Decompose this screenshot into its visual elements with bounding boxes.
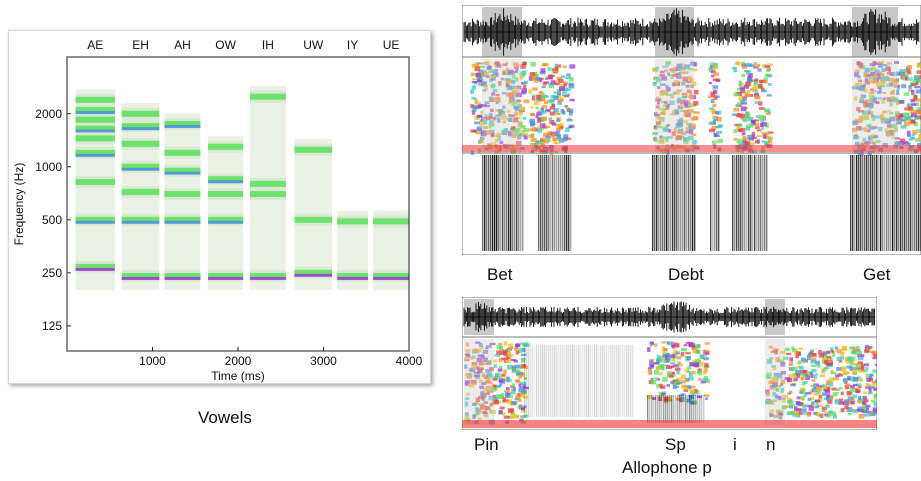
vowel-segment-iy: [337, 210, 368, 290]
formant-band: [164, 216, 201, 223]
formant-band: [373, 272, 409, 279]
words-spectrogram-image: [461, 4, 921, 256]
y-tick-label: 125: [42, 319, 62, 333]
allophone-waveform: [463, 301, 875, 333]
caption-get: Get: [863, 265, 891, 284]
vowel-segment-ae: [75, 89, 115, 290]
vowel-label: IY: [347, 38, 358, 52]
formant-band: [208, 191, 244, 198]
words-spectrogram-panel: [461, 4, 921, 256]
formant-band: [75, 149, 115, 156]
gray-spectrogram-block: [850, 155, 921, 251]
formant-band: [121, 110, 160, 117]
formant-band: [249, 180, 286, 187]
formant-band: [294, 269, 333, 276]
color-spectrogram-block: [464, 341, 530, 425]
formant-band: [337, 272, 368, 279]
formant-band: [75, 216, 115, 223]
y-tick-label: 1000: [35, 160, 62, 174]
formant-band: [75, 96, 115, 103]
formant-band: [249, 93, 286, 100]
caption-i: i: [733, 435, 737, 454]
caption-allophone-p: Allophone p: [622, 458, 712, 477]
formant-band: [164, 149, 201, 156]
vowel-label: UW: [303, 38, 324, 52]
formant-band: [164, 167, 201, 174]
x-axis-label: Time (ms): [211, 369, 265, 383]
formant-band: [75, 135, 115, 142]
gray-spectrogram-block: [710, 155, 720, 251]
formant-band: [164, 272, 201, 279]
vowel-segment-eh: [121, 103, 160, 290]
formant-band: [208, 272, 244, 279]
vowel-label: AE: [87, 38, 103, 52]
vowel-segment-ih: [249, 85, 286, 290]
caption-bet: Bet: [487, 265, 513, 284]
words-waveform: [463, 8, 920, 56]
formant-band: [208, 143, 244, 150]
formant-band: [121, 188, 160, 195]
formant-band: [75, 116, 115, 123]
caption-n: n: [766, 435, 776, 454]
vowel-label: IH: [262, 38, 274, 52]
color-spectrogram-block: [708, 62, 724, 152]
formant-band: [121, 140, 160, 147]
formant-band: [75, 125, 115, 132]
formant-band: [121, 163, 160, 170]
formant-band: [208, 216, 244, 223]
vowel-label: AH: [174, 38, 191, 52]
vowel-label: EH: [132, 38, 149, 52]
red-floor-band: [462, 420, 877, 428]
formant-band: [75, 178, 115, 185]
vowel-segment-ow: [208, 136, 244, 290]
x-tick-label: 2000: [225, 354, 252, 368]
vowel-spectrogram-panel: 1000 2000 3000 4000 125 250 500 1000 2000 AE EH AH O…: [8, 30, 431, 384]
formant-band: [373, 218, 409, 225]
y-tick-label: 2000: [35, 107, 62, 121]
y-tick-label: 250: [42, 266, 62, 280]
caption-pin: Pin: [474, 435, 499, 454]
formant-band: [121, 272, 160, 279]
formant-band: [121, 123, 160, 130]
formant-band: [164, 120, 201, 127]
gray-spectrogram-block: [538, 155, 572, 251]
vowel-label: OW: [215, 38, 236, 52]
formant-band: [249, 191, 286, 198]
caption-debt: Debt: [668, 265, 704, 284]
formant-band: [75, 263, 115, 270]
color-spectrogram-block: [528, 61, 576, 156]
gray-spectrogram-block: [732, 155, 768, 251]
y-tick-label: 500: [42, 213, 62, 227]
gray-spectrogram-block: [652, 155, 696, 251]
vowel-segment-uw: [294, 139, 333, 290]
formant-band: [294, 146, 333, 153]
x-tick-label: 4000: [396, 354, 423, 368]
formant-band: [208, 176, 244, 183]
color-spectrogram-block: [765, 345, 881, 420]
allophone-spectrogram-image: [461, 296, 881, 431]
color-spectrogram-block: [647, 341, 711, 405]
formant-band: [337, 218, 368, 225]
gray-spectrogram-block: [524, 345, 634, 417]
formant-band: [121, 216, 160, 223]
formant-band: [164, 191, 201, 198]
formant-band: [294, 216, 333, 223]
vowel-segment-ah: [164, 113, 201, 290]
gray-spectrogram-block: [647, 395, 705, 423]
vowel-spectrogram-chart: 1000 2000 3000 4000 125 250 500 1000 2000 AE EH AH O…: [12, 38, 423, 383]
red-floor-band: [462, 145, 921, 152]
vowels-caption: Vowels: [198, 408, 252, 427]
formant-band: [249, 272, 286, 279]
vowel-label: UE: [383, 38, 400, 52]
x-tick-label: 1000: [139, 354, 166, 368]
x-tick-label: 3000: [310, 354, 337, 368]
color-spectrogram-block: [652, 61, 700, 155]
vowel-segment-ue: [373, 210, 409, 290]
allophone-spectrogram-panel: [461, 296, 881, 431]
gray-spectrogram-block: [482, 155, 524, 251]
caption-sp: Sp: [665, 435, 686, 454]
formant-band: [75, 107, 115, 114]
y-axis-label: Frequency (Hz): [12, 163, 26, 246]
